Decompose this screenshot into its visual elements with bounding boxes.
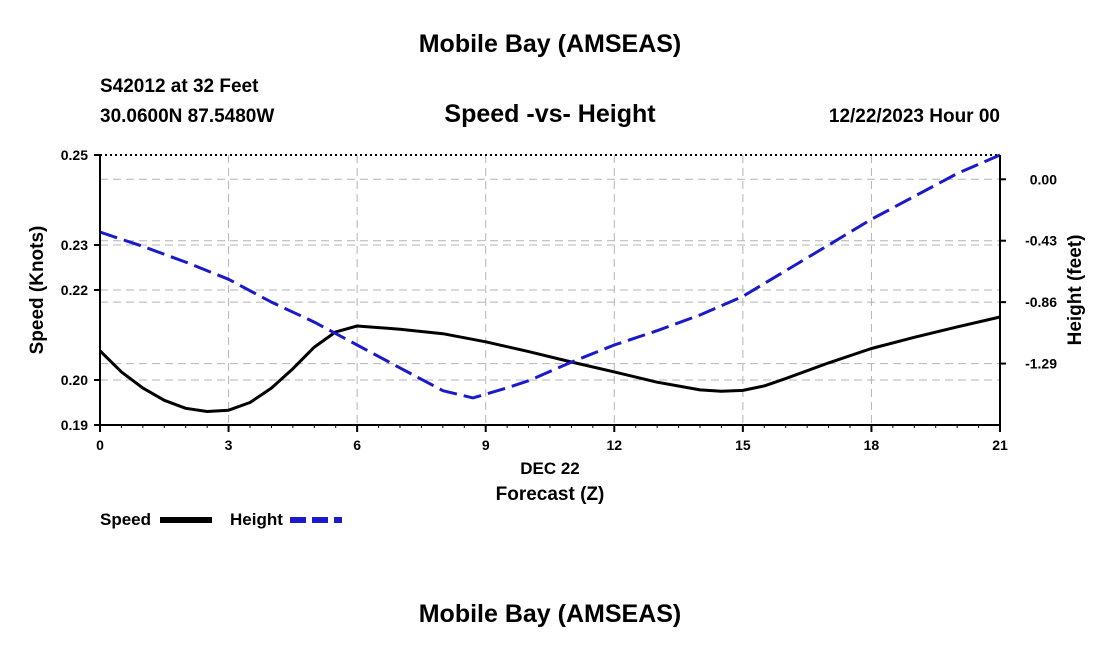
height-series-line bbox=[99, 153, 1001, 400]
page-title: Mobile Bay (AMSEAS) bbox=[418, 30, 682, 58]
left-axis-label: Speed (Knots) bbox=[27, 226, 48, 355]
x-tick-label: 12 bbox=[606, 437, 622, 453]
x-tick-label: 21 bbox=[992, 437, 1008, 453]
y-left-tick-label: 0.22 bbox=[61, 282, 88, 298]
x-tick-label: 18 bbox=[864, 437, 880, 453]
right-axis-label: Height (feet) bbox=[1065, 235, 1086, 346]
y-left-tick-label: 0.23 bbox=[61, 237, 88, 253]
y-left-tick-label: 0.20 bbox=[61, 372, 88, 388]
legend-height-label: Height bbox=[230, 510, 283, 529]
y-right-tick-label: 0.00 bbox=[1030, 171, 1057, 187]
x-axis-date-label: DEC 22 bbox=[520, 459, 580, 478]
x-tick-label: 0 bbox=[96, 437, 104, 453]
y-left-tick-label: 0.19 bbox=[61, 417, 88, 433]
y-right-tick-label: -0.43 bbox=[1025, 233, 1057, 249]
x-tick-label: 3 bbox=[225, 437, 233, 453]
y-left-tick-label: 0.25 bbox=[61, 147, 88, 163]
x-tick-label: 9 bbox=[482, 437, 490, 453]
chart-title: Speed -vs- Height bbox=[444, 100, 656, 128]
x-axis-label: Forecast (Z) bbox=[496, 484, 605, 505]
x-tick-label: 6 bbox=[353, 437, 361, 453]
forecast-date-label: 12/22/2023 Hour 00 bbox=[828, 106, 1000, 127]
y-right-tick-label: -1.29 bbox=[1025, 356, 1057, 372]
speed-series-line bbox=[98, 315, 1001, 413]
x-tick-label: 15 bbox=[735, 437, 751, 453]
y-right-tick-label: -0.86 bbox=[1025, 294, 1057, 310]
station-label: S42012 at 32 Feet bbox=[100, 76, 259, 97]
coordinates-label: 30.0600N 87.5480W bbox=[100, 106, 275, 127]
footer-title: Mobile Bay (AMSEAS) bbox=[418, 600, 682, 628]
legend-speed-label: Speed bbox=[100, 510, 151, 529]
